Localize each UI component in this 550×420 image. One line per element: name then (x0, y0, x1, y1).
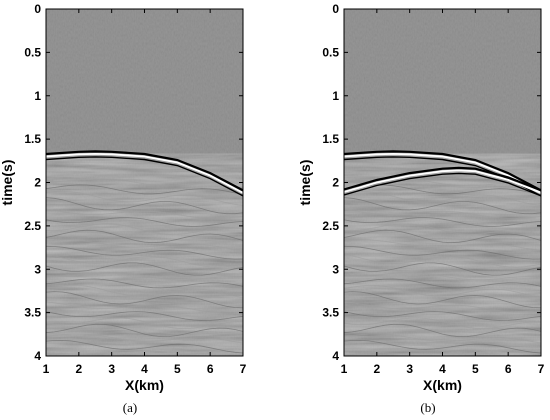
seismic-panel-2: 1 2 3 4 5 6 700.511.522.533.54X(km)time(s)(b) (297, 2, 545, 415)
y-tick-label: 3 (34, 262, 41, 276)
y-tick-label: 3.5 (24, 306, 41, 320)
y-tick-label: 1.5 (24, 132, 41, 146)
reflector-layer (46, 291, 243, 309)
reflector-layer (344, 245, 541, 260)
y-tick-label: 2 (34, 176, 41, 190)
y-tick-label: 4 (332, 349, 339, 363)
y-tick-label: 1 (34, 89, 41, 103)
x-tick-label: 1 (43, 362, 50, 376)
reflector-layer (46, 284, 243, 299)
reflector-event-white-2 (344, 169, 541, 194)
x-tick-label: 4 (141, 362, 148, 376)
x-tick-label: 2 (373, 362, 380, 376)
reflector-layer (344, 323, 541, 338)
reflector-layer (344, 272, 541, 281)
x-axis-label: X(km) (125, 377, 164, 393)
reflector-layer (344, 339, 541, 354)
x-tick-label: 2 (75, 362, 82, 376)
y-tick-label: 3 (332, 262, 339, 276)
x-tick-label: 6 (505, 362, 512, 376)
y-tick-label: 0 (332, 2, 339, 16)
layered-subsurface-texture (344, 153, 541, 356)
reflector-layer (46, 317, 243, 330)
reflector-layer (46, 323, 243, 338)
reflector-layer (46, 239, 243, 251)
reflector-layer (344, 239, 541, 251)
y-tick-label: 2.5 (24, 219, 41, 233)
reflector-layer (344, 278, 541, 289)
y-tick-label: 3.5 (322, 306, 339, 320)
y-tick-label: 0.5 (24, 45, 41, 59)
seismic-panel-1: 1 2 3 4 5 6 700.511.522.533.54X(km)time(s)(a) (0, 2, 247, 415)
reflector-layer (344, 197, 541, 215)
x-tick-label: 7 (538, 362, 545, 376)
y-tick-label: 0.5 (322, 45, 339, 59)
reflector-layer (46, 262, 243, 276)
y-tick-label: 0 (34, 2, 41, 16)
reflector-layer (46, 190, 243, 206)
reflector-layer (46, 223, 243, 235)
layered-subsurface-texture (46, 153, 243, 356)
panel-caption: (a) (123, 400, 137, 415)
reflector-layer (46, 229, 243, 244)
reflector-event-dark-2 (344, 172, 541, 197)
reflector-layer (344, 301, 541, 313)
reflector-event-black-1 (46, 150, 243, 192)
reflector-layer (344, 223, 541, 235)
x-axis-label: X(km) (423, 377, 462, 393)
y-tick-label: 1 (332, 89, 339, 103)
reflector-layer (46, 184, 243, 195)
reflector-layer (46, 178, 243, 187)
x-tick-label: 1 (341, 362, 348, 376)
x-tick-label: 4 (439, 362, 446, 376)
x-tick-label: 5 (472, 362, 479, 376)
panel-caption: (b) (420, 400, 435, 415)
reflector-layer (46, 217, 243, 227)
seismic-image (46, 9, 243, 356)
reflector-event-white-1 (344, 152, 541, 194)
reflector-event-white-1 (46, 152, 243, 194)
reflector-layer (46, 333, 243, 344)
reflector-layer (344, 253, 541, 268)
x-tick-label: 6 (207, 362, 214, 376)
reflector-layer (344, 217, 541, 227)
reflector-layer (344, 317, 541, 330)
reflector-layer (344, 229, 541, 244)
reflector-layer (344, 311, 541, 321)
reflector-layer (344, 208, 541, 219)
y-tick-label: 2 (332, 176, 339, 190)
reflector-event-dark-1 (46, 156, 243, 197)
reflector-layer (46, 272, 243, 281)
reflector-layer (46, 245, 243, 260)
reflector-layer (46, 278, 243, 289)
reflector-layer (344, 262, 541, 276)
y-tick-label: 1.5 (322, 132, 339, 146)
y-axis-label: time(s) (297, 160, 313, 206)
reflector-event-black-2 (344, 166, 541, 192)
x-tick-label: 3 (108, 362, 115, 376)
reflector-layer (344, 291, 541, 309)
reflector-layer (46, 311, 243, 321)
seismic-image (344, 9, 541, 356)
reflector-layer (46, 301, 243, 313)
x-tick-label: 5 (174, 362, 181, 376)
reflector-layer (46, 197, 243, 215)
reflector-event-black-1 (344, 150, 541, 192)
reflector-layer (46, 339, 243, 354)
reflector-layer (344, 333, 541, 344)
y-axis-label: time(s) (0, 160, 15, 206)
reflector-layer (46, 208, 243, 219)
y-tick-label: 4 (34, 349, 41, 363)
reflector-layer (46, 253, 243, 268)
y-tick-label: 2.5 (322, 219, 339, 233)
reflector-layer (344, 190, 541, 206)
reflector-layer (344, 284, 541, 299)
x-tick-label: 7 (240, 362, 247, 376)
x-tick-label: 3 (406, 362, 413, 376)
